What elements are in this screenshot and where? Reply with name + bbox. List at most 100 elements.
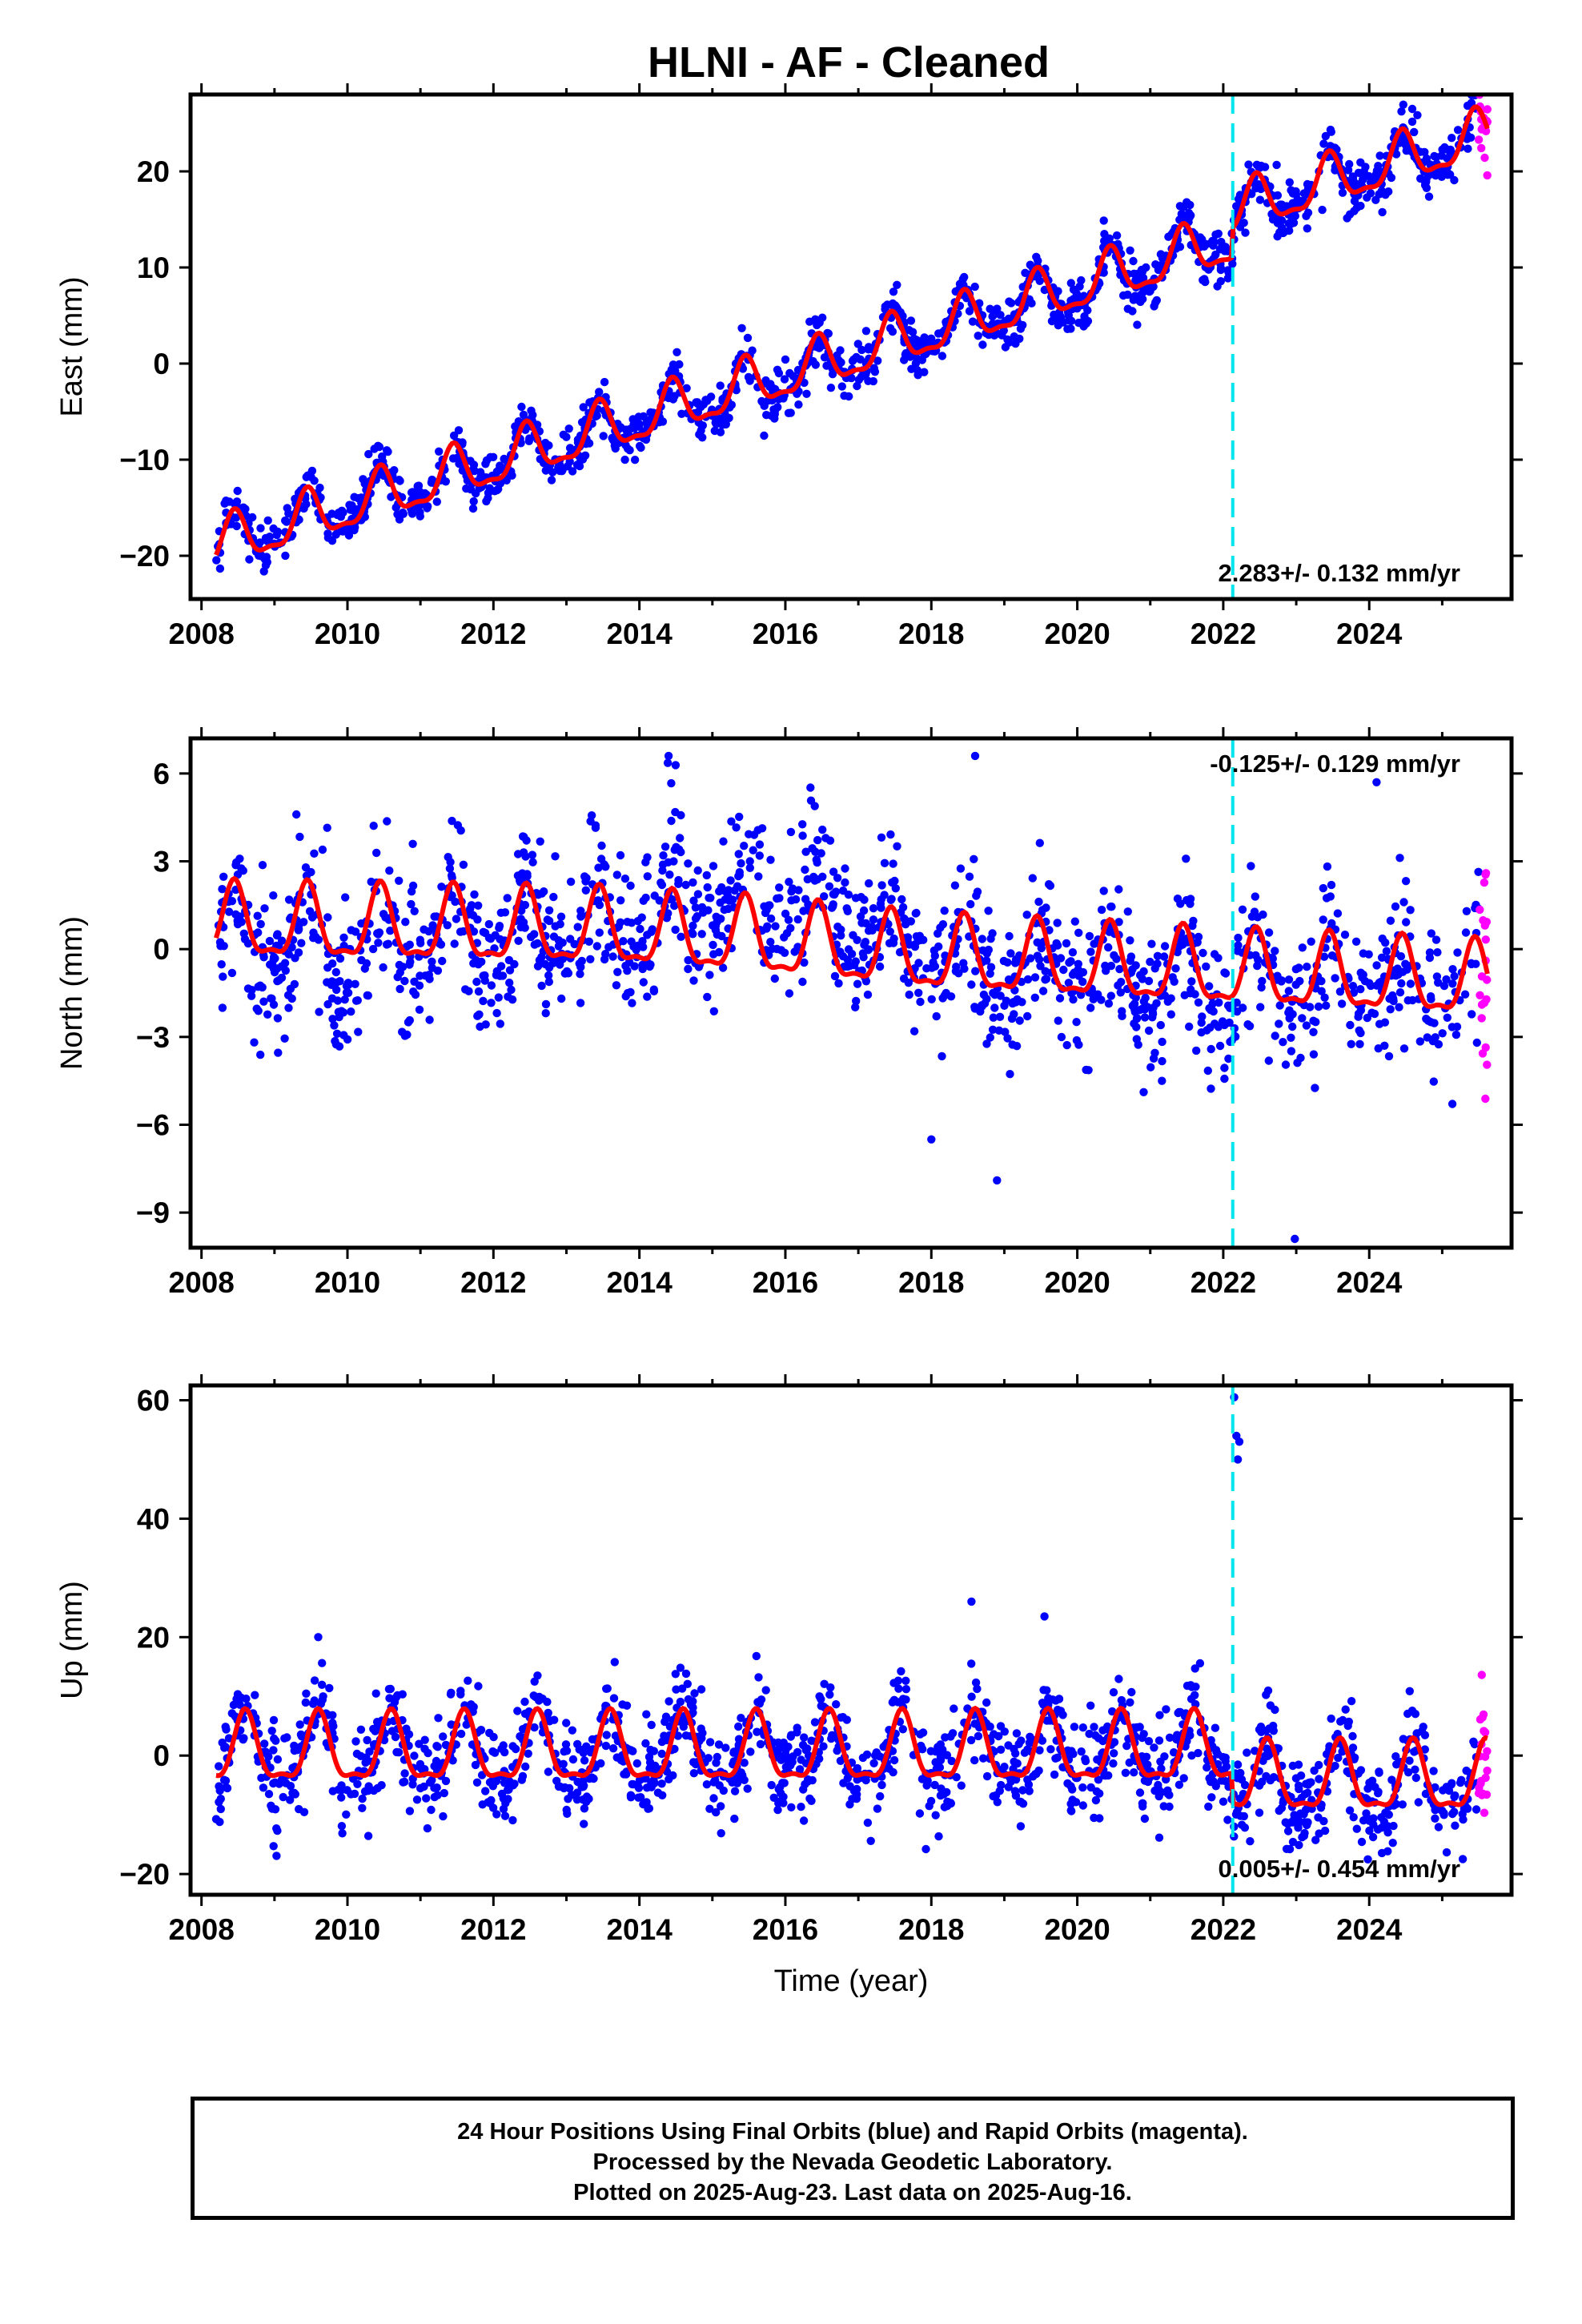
final-orbit-point <box>1220 1074 1229 1084</box>
final-orbit-point <box>499 1804 508 1814</box>
final-orbit-point <box>558 464 568 473</box>
final-orbit-point <box>789 372 797 380</box>
final-orbit-point <box>597 841 606 850</box>
final-orbit-point <box>1018 1799 1028 1808</box>
final-orbit-point <box>323 823 331 832</box>
final-orbit-point <box>1064 979 1074 987</box>
final-orbit-point <box>323 913 332 922</box>
final-orbit-point <box>562 1719 571 1727</box>
final-orbit-point <box>1415 1037 1425 1046</box>
final-orbit-point <box>1090 1723 1098 1731</box>
final-orbit-point <box>1016 1822 1026 1831</box>
final-orbit-point <box>1275 1019 1283 1028</box>
final-orbit-point <box>1319 915 1327 924</box>
final-orbit-point <box>1468 1010 1476 1019</box>
final-orbit-point <box>1399 1735 1408 1743</box>
x-tick-label: 2016 <box>753 1913 818 1946</box>
final-orbit-point <box>1284 975 1294 984</box>
final-orbit-point <box>825 1690 834 1699</box>
final-orbit-point <box>970 1004 980 1013</box>
final-orbit-point <box>415 1005 424 1015</box>
final-orbit-point <box>766 914 776 923</box>
final-orbit-point <box>353 1779 362 1788</box>
final-orbit-point <box>1246 1837 1255 1846</box>
model-curve <box>214 104 1490 557</box>
final-orbit-point <box>430 1792 439 1802</box>
final-orbit-point <box>415 1739 424 1748</box>
final-orbit-point <box>1175 243 1185 251</box>
final-orbit-point <box>818 872 827 882</box>
final-orbit-point <box>484 919 493 929</box>
final-orbit-point <box>580 1756 589 1765</box>
final-orbit-point <box>780 375 789 384</box>
final-orbit-point <box>632 1759 641 1768</box>
final-orbit-point <box>1144 1026 1154 1035</box>
final-orbit-point <box>1128 965 1137 974</box>
final-orbit-point <box>1135 1788 1145 1797</box>
final-orbit-point <box>799 1785 808 1794</box>
final-orbit-point <box>1142 263 1150 272</box>
final-orbit-point <box>396 968 404 977</box>
final-orbit-point <box>1228 259 1237 268</box>
final-orbit-point <box>1156 1020 1166 1030</box>
final-orbit-point <box>541 999 551 1009</box>
final-orbit-point <box>1452 1030 1461 1039</box>
final-orbit-point <box>690 1689 699 1698</box>
final-orbit-point <box>1066 1799 1075 1808</box>
final-orbit-point <box>1315 1775 1323 1783</box>
final-orbit-point <box>1099 887 1108 895</box>
final-orbit-point <box>338 1829 347 1838</box>
final-orbit-point <box>416 1783 425 1793</box>
final-orbit-point <box>395 960 404 970</box>
final-orbit-point <box>676 1697 685 1707</box>
final-orbit-point <box>1238 1820 1247 1829</box>
final-orbit-point <box>1456 1778 1465 1787</box>
final-orbit-point <box>328 1015 337 1023</box>
final-orbit-point <box>1179 203 1189 211</box>
rate-label: -0.125+/- 0.129 mm/yr <box>1210 750 1460 778</box>
final-orbit-point <box>438 956 447 966</box>
final-orbit-point <box>743 1784 752 1793</box>
final-orbit-point <box>527 406 536 415</box>
final-orbit-point <box>1375 151 1384 160</box>
final-orbit-point <box>1378 934 1387 943</box>
final-orbit-point <box>1317 987 1326 995</box>
final-orbit-point <box>1291 980 1300 989</box>
final-orbit-point <box>619 937 628 946</box>
final-orbit-point <box>287 943 296 952</box>
final-orbit-point <box>798 820 807 829</box>
final-orbit-point <box>940 907 949 915</box>
final-orbit-point <box>358 1803 367 1812</box>
final-orbit-point <box>628 1747 637 1755</box>
final-orbit-point <box>1311 1835 1320 1844</box>
final-orbit-point <box>239 1735 247 1744</box>
final-orbit-point <box>889 1679 898 1687</box>
final-orbit-point <box>584 937 593 947</box>
final-orbit-point <box>449 431 459 440</box>
final-orbit-point <box>1406 979 1415 988</box>
final-orbit-point <box>1042 1716 1051 1725</box>
x-tick-label: 2010 <box>315 1266 380 1299</box>
final-orbit-point <box>1005 931 1014 941</box>
final-orbit-point <box>671 1670 680 1679</box>
final-orbit-point <box>1114 981 1122 990</box>
final-orbit-point <box>231 500 239 509</box>
final-orbit-point <box>1327 919 1336 928</box>
final-orbit-point <box>1443 1013 1452 1023</box>
final-orbit-point <box>1411 1765 1419 1774</box>
final-orbit-point <box>1277 976 1287 985</box>
final-orbit-point <box>996 991 1005 1000</box>
final-orbit-point <box>314 1633 323 1642</box>
final-orbit-point <box>1302 211 1311 220</box>
rapid-orbit-point <box>1483 1060 1492 1069</box>
final-orbit-point <box>1287 1033 1295 1043</box>
final-orbit-point <box>1254 955 1263 964</box>
final-orbit-point <box>491 931 500 940</box>
final-orbit-point <box>1354 1012 1363 1021</box>
final-orbit-point <box>1160 942 1170 951</box>
final-orbit-point <box>1384 1051 1394 1061</box>
final-orbit-point <box>335 1012 343 1022</box>
final-orbit-point <box>649 1775 658 1785</box>
final-orbit-point <box>1016 324 1026 333</box>
final-orbit-point <box>1217 237 1226 247</box>
